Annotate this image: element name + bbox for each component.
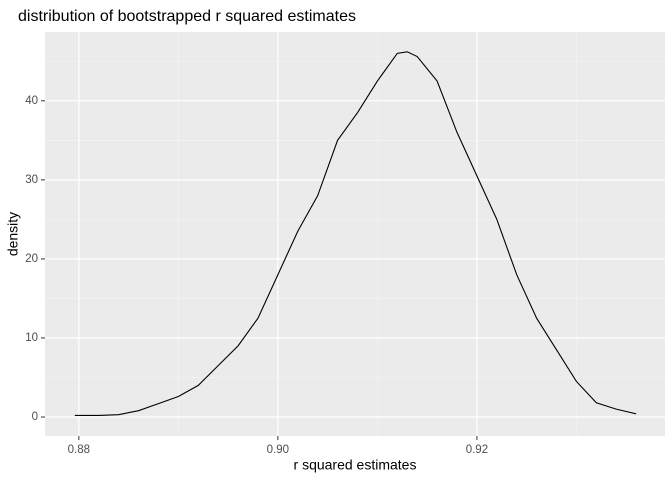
density-line xyxy=(74,51,637,416)
y-tick-label: 30 xyxy=(25,174,38,186)
chart-title: distribution of bootstrapped r squared e… xyxy=(18,8,356,25)
y-tick-label: 0 xyxy=(32,411,38,423)
x-axis-label: r squared estimates xyxy=(294,457,417,473)
x-tick-label: 0.92 xyxy=(466,444,488,456)
y-tick-label: 10 xyxy=(25,332,38,344)
x-tick-label: 0.90 xyxy=(267,444,289,456)
panel xyxy=(45,32,665,436)
x-tick-label: 0.88 xyxy=(68,444,90,456)
y-axis-label: density xyxy=(5,212,21,256)
y-tick-label: 20 xyxy=(25,253,38,265)
y-tick-label: 40 xyxy=(25,95,38,107)
